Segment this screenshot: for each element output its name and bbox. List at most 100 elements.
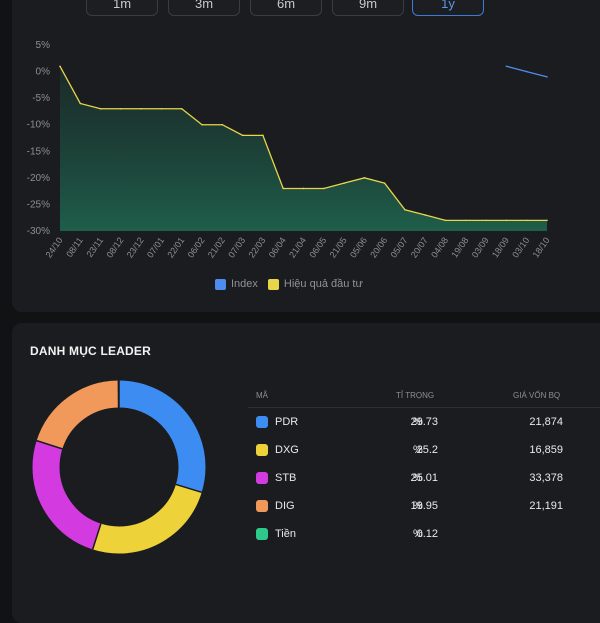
performance-point (201, 124, 203, 126)
row-code: PDR (275, 416, 298, 428)
performance-point (445, 220, 447, 222)
header-code: MÃ (256, 391, 268, 400)
row-code: DXG (275, 444, 299, 456)
y-tick-label: -30% (27, 226, 50, 237)
y-tick-label: 5% (36, 40, 51, 51)
performance-point (323, 188, 325, 190)
row-weight: 29.73 (386, 416, 438, 428)
performance-point (485, 220, 487, 222)
row-weight: 0.12 (386, 528, 438, 540)
legend-item-index[interactable]: Index (215, 278, 258, 290)
x-tick-label: 18/09 (490, 235, 511, 259)
x-tick-label: 22/01 (165, 235, 186, 259)
x-tick-label: 21/04 (287, 235, 308, 259)
x-tick-label: 23/11 (84, 235, 105, 259)
legend-swatch-performance (268, 279, 279, 290)
x-tick-label: 05/07 (388, 235, 409, 259)
row-avg-cost: 33,378 (508, 472, 563, 484)
row-percent-sign: % (413, 444, 423, 456)
y-tick-label: -25% (27, 199, 50, 210)
legend-label-performance: Hiệu quả đầu tư (284, 278, 363, 290)
row-avg-cost: 21,191 (508, 500, 563, 512)
performance-point (100, 108, 102, 110)
x-tick-label: 22/03 (246, 235, 267, 259)
x-tick-label: 07/01 (145, 235, 166, 259)
index-point (506, 65, 508, 67)
y-tick-label: -10% (27, 120, 50, 131)
row-weight: 25.01 (386, 472, 438, 484)
performance-point (465, 220, 467, 222)
y-tick-label: -15% (27, 146, 50, 157)
performance-point (404, 209, 406, 211)
performance-point (424, 214, 426, 216)
index-point (546, 76, 548, 78)
x-tick-label: 21/05 (328, 235, 349, 259)
index-point (526, 71, 528, 73)
performance-point (526, 220, 528, 222)
row-weight: 19.95 (386, 500, 438, 512)
allocation-donut-chart (28, 376, 210, 558)
x-tick-label: 21/02 (206, 235, 227, 259)
chart-legend: Index Hiệu quả đầu tư (215, 278, 363, 290)
performance-point (262, 135, 264, 137)
table-row[interactable]: DXG 25.2% 16,859 (248, 436, 600, 464)
performance-point (546, 220, 548, 222)
performance-point (303, 188, 305, 190)
x-tick-label: 18/10 (531, 235, 552, 259)
table-row[interactable]: STB 25.01% 33,378 (248, 464, 600, 492)
x-tick-label: 08/11 (64, 235, 85, 259)
table-header: MÃ TỈ TRỌNG GIÁ VỐN BQ (248, 385, 600, 408)
x-tick-label: 23/12 (125, 235, 146, 259)
x-tick-label: 20/06 (368, 235, 389, 259)
x-tick-label: 03/10 (510, 235, 531, 259)
performance-point (242, 135, 244, 137)
row-percent-sign: % (413, 500, 423, 512)
performance-point (282, 188, 284, 190)
performance-point (120, 108, 122, 110)
x-tick-label: 06/04 (267, 235, 288, 259)
y-tick-label: 0% (36, 67, 51, 78)
row-percent-sign: % (413, 472, 423, 484)
row-code: STB (275, 472, 296, 484)
row-avg-cost: 16,859 (508, 444, 563, 456)
x-tick-label: 07/03 (226, 235, 247, 259)
row-color-swatch (256, 500, 268, 512)
performance-point (161, 108, 163, 110)
x-tick-label: 04/08 (429, 235, 450, 259)
portfolio-title: DANH MỤC LEADER (30, 344, 151, 358)
row-color-swatch (256, 444, 268, 456)
legend-label-index: Index (231, 278, 258, 290)
row-weight: 25.2 (386, 444, 438, 456)
legend-item-performance[interactable]: Hiệu quả đầu tư (268, 278, 363, 290)
performance-point (343, 182, 345, 184)
row-percent-sign: % (413, 416, 423, 428)
performance-point (506, 220, 508, 222)
x-tick-label: 19/08 (449, 235, 470, 259)
performance-point (364, 177, 366, 179)
y-tick-label: -20% (27, 173, 50, 184)
row-color-swatch (256, 472, 268, 484)
x-tick-label: 20/07 (409, 235, 430, 259)
x-tick-label: 06/05 (307, 235, 328, 259)
table-row[interactable]: PDR 29.73% 21,874 (248, 408, 600, 436)
row-avg-cost: 21,874 (508, 416, 563, 428)
x-tick-label: 24/10 (44, 235, 65, 259)
header-weight: TỈ TRỌNG (396, 391, 434, 400)
x-tick-label: 08/12 (104, 235, 125, 259)
performance-point (384, 182, 386, 184)
x-tick-label: 05/06 (348, 235, 369, 259)
performance-area (60, 66, 547, 231)
y-tick-label: -5% (32, 93, 50, 104)
performance-point (59, 65, 61, 67)
row-percent-sign: % (413, 528, 423, 540)
legend-swatch-index (215, 279, 226, 290)
header-avg-cost: GIÁ VỐN BQ (513, 391, 560, 400)
performance-point (181, 108, 183, 110)
performance-point (140, 108, 142, 110)
x-tick-label: 06/02 (186, 235, 207, 259)
x-tick-label: 03/09 (470, 235, 491, 259)
performance-point (79, 103, 81, 105)
